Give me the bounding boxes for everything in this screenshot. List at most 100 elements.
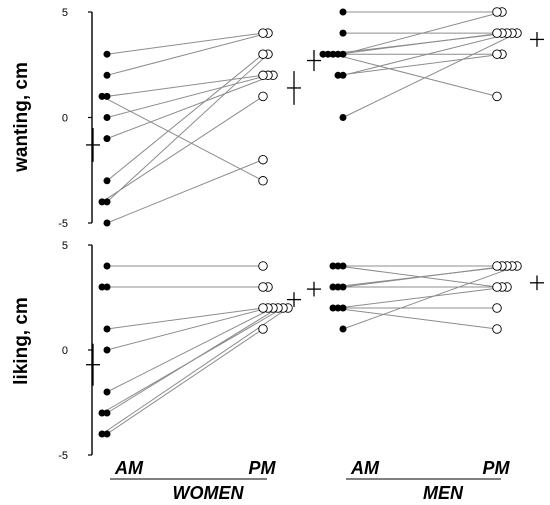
am-point [329,262,337,270]
am-point [339,114,347,121]
pair-line [101,307,289,435]
am-point [334,262,342,270]
am-point [98,283,106,291]
pm-point [258,303,268,313]
y-tick-label: 0 [62,345,68,357]
am-point [319,50,327,58]
pm-point [492,7,502,17]
am-point [103,388,111,396]
pm-point [492,282,502,292]
pair-line [332,265,513,288]
am-point [339,262,347,270]
am-point [103,135,111,143]
pair-line [106,32,269,76]
pair-line [337,265,498,288]
y-tick-label: -5 [58,218,68,230]
pm-point [492,303,502,313]
pair-line [332,307,498,330]
am-point [103,409,111,417]
pm-point [492,261,502,271]
pm-point [492,49,502,59]
y-axis-title: liking, cm [11,297,32,385]
am-point [103,177,111,185]
am-point [329,283,337,291]
pair-line [342,32,513,76]
pair-line [106,32,264,55]
pm-point [492,91,502,102]
condition-label-pm: PM [249,458,277,478]
pm-point [258,176,268,186]
pair-line [101,95,264,203]
group-label: WOMEN [173,483,245,503]
pair-line [101,95,264,182]
pair-line [106,53,269,203]
am-point [324,50,332,58]
am-point [103,346,111,354]
pm-point [258,91,268,102]
am-point [339,325,347,333]
am-point [98,430,106,438]
am-point [103,92,111,100]
marks-layer [86,7,544,480]
am-point [103,430,111,438]
pm-point [258,28,268,38]
am-point [329,50,337,58]
pair-line [332,53,498,97]
condition-label-pm: PM [483,458,511,478]
pair-lines-layer [101,11,518,435]
condition-label-am: AM [114,458,144,478]
am-point [103,71,111,79]
group-label: MEN [423,483,464,503]
pm-point [258,49,268,59]
am-point [103,325,111,333]
am-point [334,71,342,79]
y-tick-label: 5 [62,240,68,252]
pair-line [106,74,264,97]
pair-line [327,32,508,55]
pair-line [337,286,508,309]
am-point [98,409,106,417]
pair-line [106,159,264,224]
y-tick-label: -5 [58,450,68,462]
pm-point [258,261,268,271]
pm-point [258,324,268,334]
am-point [329,304,337,312]
pair-line [106,307,274,393]
am-point [339,29,347,37]
pair-line [337,53,503,76]
pm-point [492,28,502,38]
condition-label-am: AM [350,458,380,478]
pair-line [106,53,264,182]
pair-line [106,307,264,330]
am-point [339,71,347,79]
am-point [339,304,347,312]
am-point [334,283,342,291]
pair-line [106,74,274,140]
am-point [103,219,111,227]
pm-point [258,154,268,165]
y-tick-label: 0 [62,113,68,125]
am-point [339,50,347,58]
pair-line [106,328,264,435]
pm-point [258,70,268,81]
pair-line [342,32,518,118]
am-point [98,92,106,100]
pair-line [101,307,284,414]
am-point [103,283,111,291]
am-point [334,50,342,58]
pair-line [342,265,518,330]
pm-point [258,282,268,292]
am-point [334,304,342,312]
pair-line [106,74,269,118]
pm-point [492,324,502,334]
y-axis-title: wanting, cm [11,62,32,173]
am-point [103,50,111,58]
am-point [98,198,106,206]
pair-line [106,307,269,351]
y-tick-label: 5 [62,7,68,19]
am-point [339,8,347,16]
am-point [103,114,111,121]
pair-line [342,11,503,55]
